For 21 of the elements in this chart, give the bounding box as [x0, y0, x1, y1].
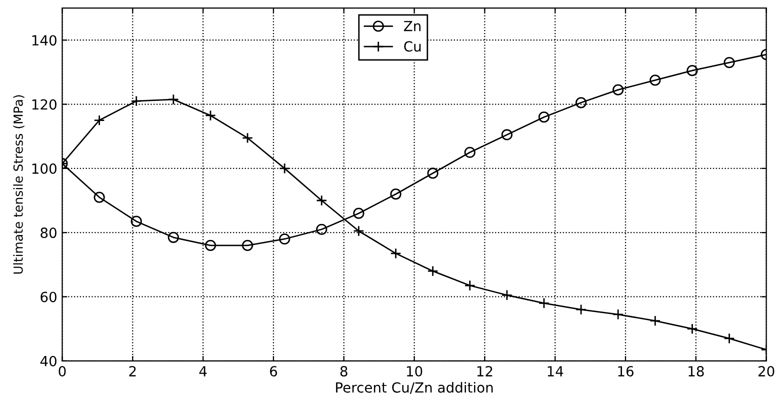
- x-tick-label: 12: [477, 366, 492, 376]
- x-axis-title: Percent Cu/Zn addition: [336, 382, 493, 394]
- x-tick-label: 16: [618, 366, 634, 377]
- x-tick-label: 18: [688, 366, 704, 377]
- x-tick-label: 2: [129, 366, 136, 376]
- y-tick-label: 120: [32, 99, 56, 110]
- x-tick-label: 8: [340, 366, 348, 377]
- y-tick-label: 60: [40, 292, 56, 302]
- y-tick-label: 80: [40, 228, 56, 238]
- y-tick-label: 140: [32, 35, 56, 46]
- x-tick-label: 10: [406, 366, 422, 377]
- legend-label: Cu: [404, 41, 421, 52]
- x-tick-label: 0: [58, 366, 66, 377]
- y-tick-label: 40: [40, 356, 56, 366]
- x-tick-label: 4: [199, 366, 207, 376]
- y-axis-title: Ultimate tensile Stress (MPa): [13, 95, 24, 274]
- x-tick-label: 6: [270, 366, 278, 377]
- y-tick-label: 100: [32, 163, 56, 174]
- x-tick-label: 14: [548, 366, 564, 376]
- legend-label: Zn: [404, 20, 420, 32]
- x-tick-label: 20: [758, 366, 774, 377]
